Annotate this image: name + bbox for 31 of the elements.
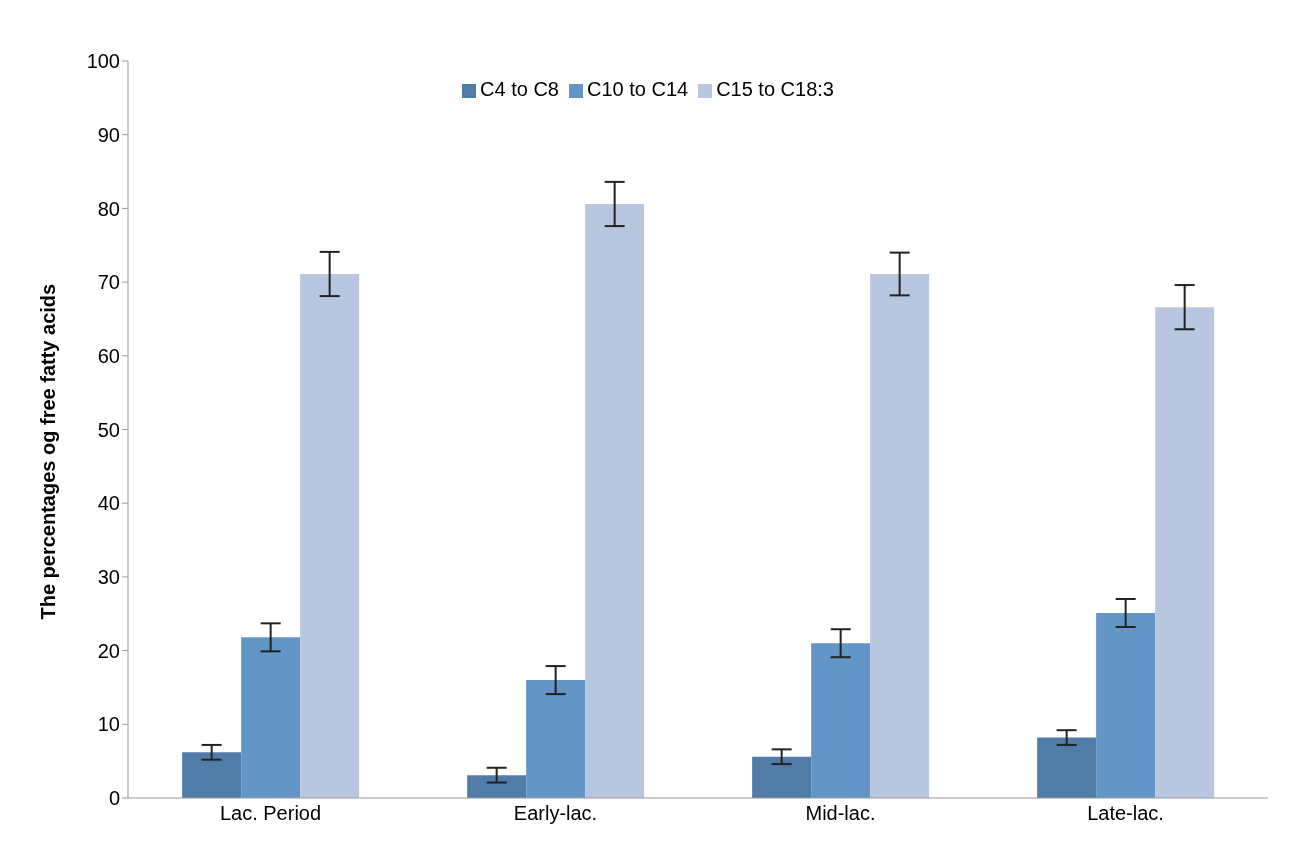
bar (811, 643, 871, 798)
bar (752, 756, 812, 798)
y-tick-label: 10 (97, 713, 120, 736)
y-tick-label: 30 (97, 566, 120, 588)
bar (467, 775, 527, 798)
y-tick-label: 100 (86, 50, 120, 73)
y-tick-label: 70 (97, 271, 120, 294)
bar (1155, 307, 1215, 798)
y-tick-label: 0 (108, 787, 120, 810)
legend-label: C10 to C14 (586, 78, 689, 100)
x-tick-label: Lac. Period (219, 802, 322, 825)
legend-label: C15 to C18:3 (716, 78, 834, 100)
bar (182, 752, 242, 798)
bar (241, 637, 301, 798)
y-tick-label: 40 (97, 492, 120, 515)
bar (870, 273, 930, 798)
y-tick-label: 90 (97, 123, 120, 146)
bar (1037, 737, 1097, 798)
bar (300, 273, 360, 798)
bar (1096, 613, 1156, 798)
bar (585, 203, 645, 798)
y-axis-title: The percentages og free fatty acids (37, 283, 60, 620)
y-tick-label: 60 (97, 344, 120, 367)
x-tick-label: Early-lac. (513, 802, 598, 825)
y-tick-label: 80 (97, 197, 120, 220)
x-tick-label: Late-lac. (1087, 802, 1164, 825)
y-tick-label: 20 (97, 639, 120, 662)
y-tick-label: 50 (97, 418, 120, 441)
legend-label: C4 to C8 (480, 78, 559, 100)
x-tick-label: Mid-lac. (805, 802, 876, 825)
bar (526, 680, 586, 798)
